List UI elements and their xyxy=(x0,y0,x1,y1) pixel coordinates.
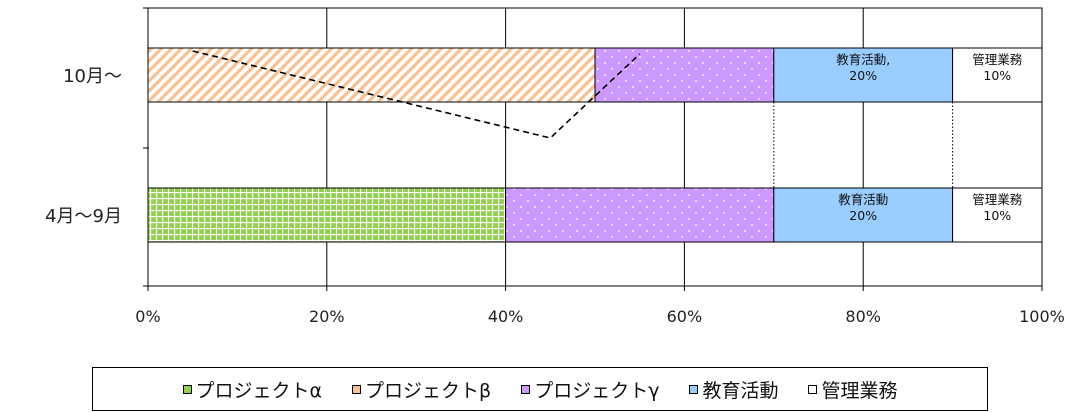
bar-segment xyxy=(773,47,954,103)
legend-label-project-beta: プロジェクトβ xyxy=(365,379,492,402)
bar-segment xyxy=(505,187,775,243)
category-label: 4月～9月 xyxy=(45,206,122,227)
data-label: 20% xyxy=(849,208,877,223)
x-tick-label: 80% xyxy=(845,307,881,326)
data-label: 教育活動, xyxy=(836,52,890,67)
category-label: 10月～ xyxy=(63,66,122,87)
legend-label-project-alpha: プロジェクトα xyxy=(195,379,323,402)
legend-item-project-gamma: プロジェクトγ xyxy=(521,376,659,403)
x-tick-label: 100% xyxy=(1019,307,1065,326)
data-label: 10% xyxy=(983,208,1011,223)
data-label: 管理業務 xyxy=(972,52,1023,67)
bar-segment xyxy=(952,47,1043,103)
annotation-dashed-line xyxy=(192,50,641,139)
legend-item-project-alpha: プロジェクトα xyxy=(182,376,323,403)
plot-area: 0% 20% 40% 60% 80% 100%10月～4月～9月教育活動,20%管理業務1… xyxy=(45,7,1065,326)
bar-segment xyxy=(773,187,954,243)
legend-swatch-project-alpha xyxy=(182,384,192,394)
legend-label-management: 管理業務 xyxy=(821,379,898,402)
legend-item-project-beta: プロジェクトβ xyxy=(352,376,491,403)
bar-segment xyxy=(952,187,1043,243)
bar-segment xyxy=(147,47,596,103)
legend-swatch-project-gamma xyxy=(521,384,531,394)
data-label: 教育活動 xyxy=(838,192,888,207)
legend-swatch-education xyxy=(689,384,699,394)
data-label: 10% xyxy=(983,68,1011,83)
bar-segment xyxy=(147,187,507,243)
x-tick-label: 0% xyxy=(135,307,160,326)
legend-item-management: 管理業務 xyxy=(808,376,897,403)
stacked-bar-chart: 0% 20% 40% 60% 80% 100%10月～4月～9月教育活動,20%管理業務1… xyxy=(45,7,1065,326)
legend: プロジェクトα プロジェクトβ プロジェクトγ 教育活動 管理業務 xyxy=(92,367,988,411)
bar-segment xyxy=(594,47,775,103)
legend-label-project-gamma: プロジェクトγ xyxy=(534,379,660,402)
legend-swatch-management xyxy=(808,384,818,394)
x-tick-label: 40% xyxy=(488,307,524,326)
x-tick-label: 20% xyxy=(309,307,345,326)
legend-label-education: 教育活動 xyxy=(702,379,779,402)
data-label: 管理業務 xyxy=(972,192,1023,207)
legend-item-education: 教育活動 xyxy=(689,376,778,403)
data-label: 20% xyxy=(849,68,877,83)
x-tick-label: 60% xyxy=(667,307,703,326)
legend-swatch-project-beta xyxy=(352,384,362,394)
